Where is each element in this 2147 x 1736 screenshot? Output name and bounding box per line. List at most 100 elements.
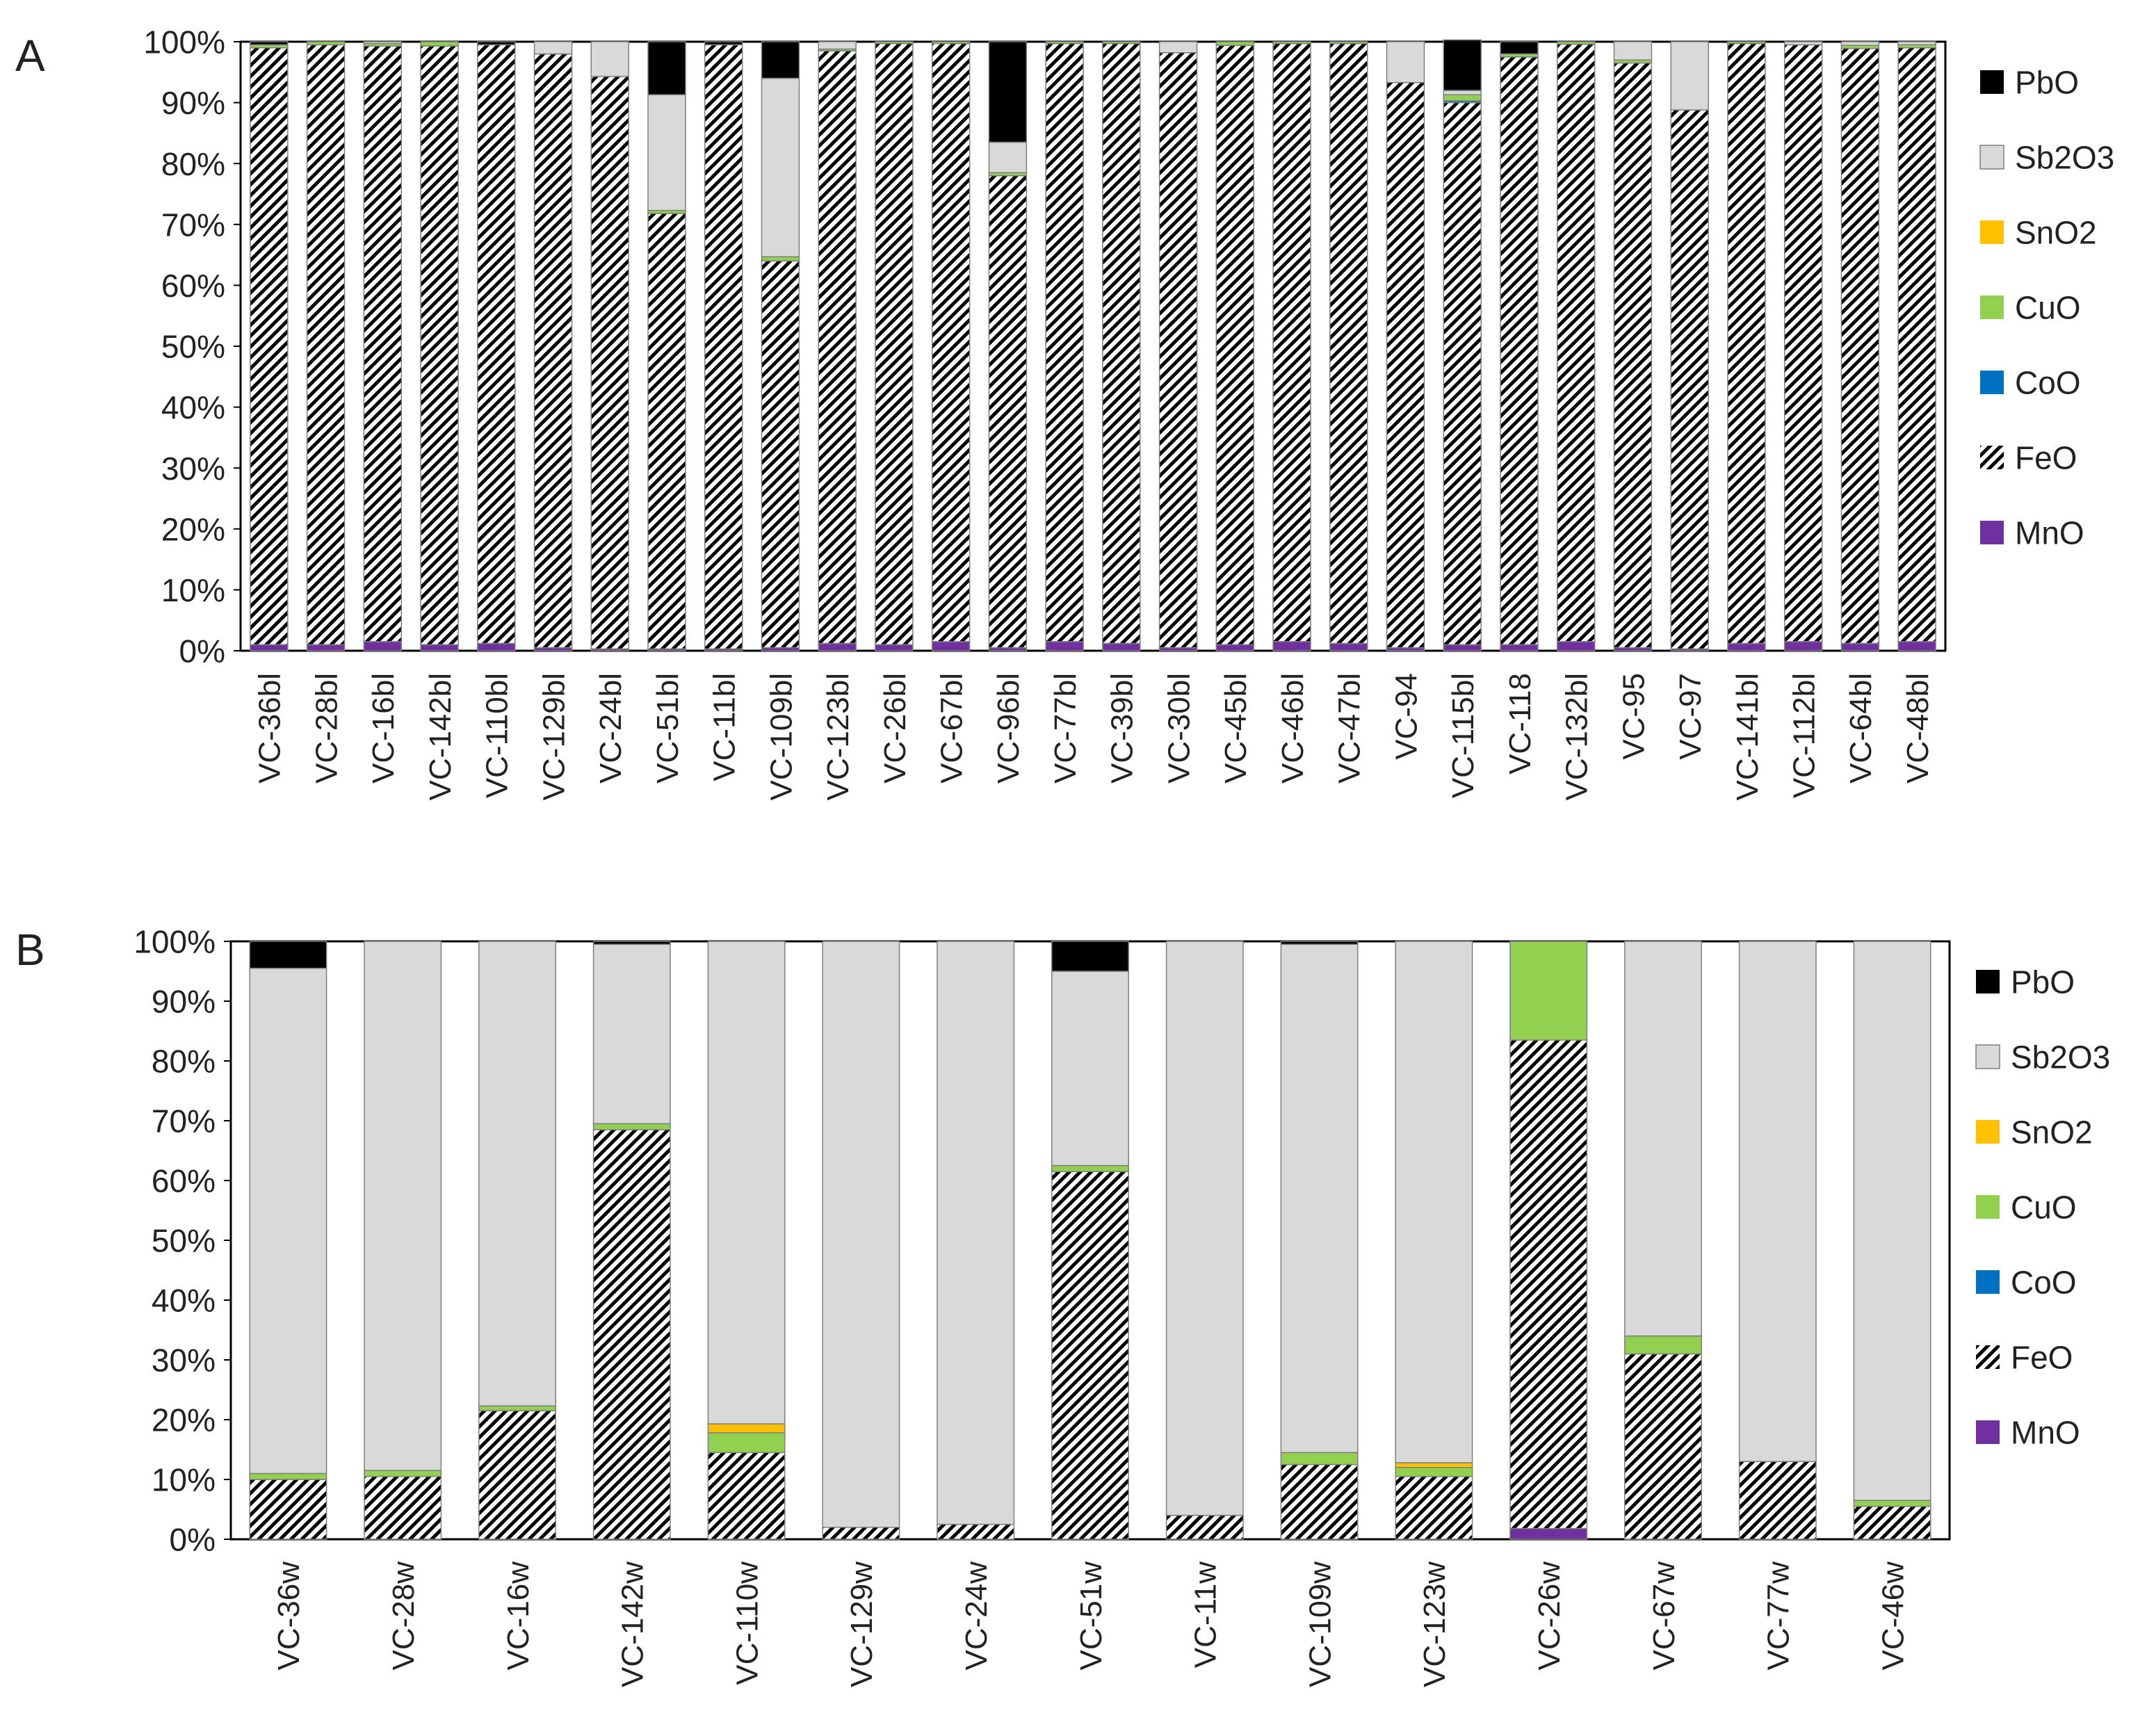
bar-segment-cuo — [420, 41, 459, 47]
bars-a — [250, 39, 1936, 651]
bar-vc-28w — [364, 941, 442, 1540]
x-tick-label: VC-123bl — [821, 673, 855, 800]
bar-segment-cuo — [707, 1432, 786, 1454]
chart-panel-b: B 0% 10% 20% 30% 40% 50% 60% 70% 80% 90% 100% VC-3… — [15, 924, 2110, 1687]
bar-segment-feo — [707, 1452, 786, 1540]
bar-segment-cuo — [478, 1405, 556, 1411]
x-tick-label: VC-94 — [1389, 673, 1423, 760]
x-tick-label: VC-129bl — [537, 673, 571, 800]
x-tick-label: VC-45bl — [1219, 673, 1253, 784]
bars-b — [249, 941, 1931, 1540]
bar-segment-feo — [1045, 42, 1084, 642]
y-tick-label: 50% — [161, 329, 225, 365]
x-tick-label: VC-24bl — [594, 673, 628, 784]
bar-segment-cuo — [306, 41, 346, 46]
bar-segment-feo — [590, 76, 629, 650]
y-tick-label: 30% — [152, 1342, 216, 1379]
x-tick-label: VC-26bl — [878, 673, 912, 784]
bar-segment-feo — [1386, 81, 1425, 649]
x-tick-label: VC-24w — [959, 1561, 994, 1671]
bar-vc-64bl — [1840, 41, 1880, 651]
y-tick-label: 20% — [152, 1402, 216, 1438]
y-tick-label: 70% — [161, 206, 225, 243]
legend-label: Sb2O3 — [2015, 140, 2114, 176]
bar-segment-sb2o3 — [1165, 941, 1244, 1516]
bar-segment-sno2 — [707, 1423, 786, 1434]
legend-swatch — [1976, 1120, 2000, 1144]
bar-segment-sb2o3 — [1280, 943, 1359, 1454]
x-tick-label: VC-109bl — [764, 673, 798, 800]
legend-item-coo: CoO — [1980, 365, 2081, 401]
bar-segment-sb2o3 — [988, 141, 1028, 174]
bar-segment-feo — [363, 45, 403, 642]
bar-vc-46bl — [1272, 41, 1311, 651]
legend-swatch — [1976, 1345, 2000, 1369]
x-tick-label: VC-39bl — [1105, 673, 1140, 784]
legend-label: CoO — [2015, 365, 2081, 401]
bar-segment-mno — [1557, 641, 1596, 651]
bar-segment-sb2o3 — [533, 41, 573, 55]
bar-segment-pbo — [1500, 41, 1539, 55]
bar-segment-mno — [1727, 642, 1766, 651]
bar-vc-141bl — [1727, 41, 1766, 651]
bar-segment-feo — [478, 1410, 556, 1540]
legend-swatch — [1980, 295, 2004, 319]
plot-area-a — [239, 40, 1947, 652]
bar-segment-pbo — [250, 41, 289, 46]
bar-vc-67bl — [931, 41, 971, 651]
bar-segment-mno — [306, 644, 346, 651]
bar-segment-feo — [533, 53, 573, 649]
x-tick-label: VC-30bl — [1162, 673, 1196, 784]
x-tick-label: VC-142w — [616, 1561, 650, 1687]
y-tick-label: 70% — [152, 1103, 216, 1139]
legend-swatch — [1976, 970, 2000, 993]
y-tick-label: 90% — [161, 85, 225, 121]
bar-segment-mno — [1215, 644, 1255, 651]
x-tick-label: VC-11w — [1189, 1561, 1223, 1668]
bar-segment-cuo — [875, 41, 914, 44]
bar-vc-24w — [937, 941, 1015, 1540]
bar-vc-97 — [1670, 41, 1709, 651]
x-tick-label: VC-142bl — [423, 673, 457, 800]
bar-vc-110bl — [477, 41, 516, 651]
bar-segment-feo — [1624, 1353, 1702, 1540]
bar-segment-pbo — [249, 941, 327, 969]
bar-vc-48bl — [1897, 41, 1936, 651]
bar-vc-16w — [478, 941, 556, 1540]
bar-segment-feo — [988, 175, 1028, 649]
bar-segment-feo — [1840, 47, 1880, 644]
legend-swatch — [1980, 446, 2004, 469]
bar-segment-pbo — [988, 41, 1028, 143]
bar-segment-cuo — [1853, 1500, 1931, 1507]
bar-vc-115bl — [1443, 39, 1482, 651]
legend-item-feo: FeO — [1976, 1340, 2073, 1376]
bar-segment-feo — [250, 47, 289, 645]
bar-vc-142bl — [420, 41, 459, 651]
bar-segment-cuo — [1102, 41, 1141, 44]
bar-vc-123w — [1395, 941, 1473, 1540]
bar-segment-sb2o3 — [364, 941, 442, 1471]
bar-segment-mno — [818, 642, 857, 651]
x-tick-label: VC-11bl — [708, 673, 742, 781]
x-tick-label: VC-110w — [730, 1561, 764, 1685]
x-axis-labels-a: VC-36bl VC-28bl VC-16bl VC-142bl VC-110bl VC-… — [253, 673, 1935, 800]
y-tick-label: 0% — [170, 1522, 216, 1558]
chart-panel-a: A 0% 10% 20% 30% 40% 50% 60% 70% 80% 90% 100% VC-3… — [15, 24, 2114, 801]
bar-vc-45bl — [1215, 41, 1255, 651]
legend-label: FeO — [2011, 1340, 2073, 1376]
bar-segment-feo — [420, 45, 459, 645]
bar-segment-feo — [477, 44, 516, 644]
legend-swatch — [1980, 371, 2004, 394]
bar-segment-mno — [875, 644, 914, 651]
bar-segment-cuo — [249, 1473, 327, 1480]
bar-segment-cuo — [364, 1470, 442, 1477]
legend-item-coo: CoO — [1976, 1265, 2077, 1301]
bar-segment-sb2o3 — [707, 941, 786, 1425]
bar-segment-pbo — [592, 941, 671, 946]
bar-vc-142w — [592, 941, 671, 1540]
bar-segment-sno2 — [1395, 1462, 1473, 1468]
bar-segment-mno — [250, 644, 289, 651]
bar-segment-feo — [647, 213, 686, 650]
bar-segment-feo — [592, 1129, 671, 1540]
bar-segment-cuo — [761, 256, 800, 262]
